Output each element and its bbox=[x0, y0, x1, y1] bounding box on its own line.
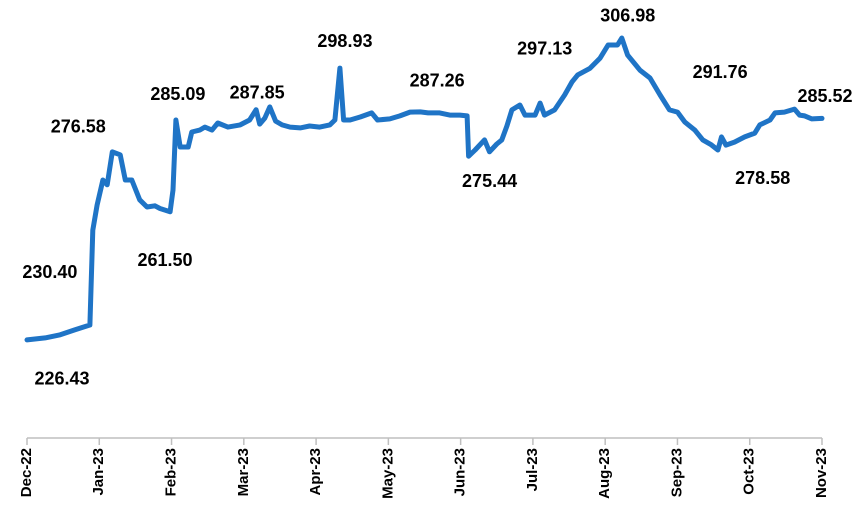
line bbox=[24, 35, 825, 343]
data-label: 297.13 bbox=[517, 39, 572, 59]
data-label: 226.43 bbox=[34, 369, 89, 389]
data-label: 275.44 bbox=[462, 171, 517, 191]
data-label: 278.58 bbox=[735, 168, 790, 188]
data-label: 298.93 bbox=[317, 31, 372, 51]
data-label: 261.50 bbox=[137, 250, 192, 270]
data-label: 230.40 bbox=[22, 262, 77, 282]
x-tick-label: Nov-23 bbox=[813, 448, 830, 498]
data-label: 287.26 bbox=[410, 71, 465, 91]
x-tick-label: May-23 bbox=[379, 448, 396, 499]
data-label: 306.98 bbox=[600, 6, 655, 26]
data-label: 276.58 bbox=[51, 117, 106, 137]
data-label: 285.52 bbox=[797, 86, 852, 106]
data-label: 287.85 bbox=[230, 82, 285, 102]
x-tick-label: Mar-23 bbox=[235, 448, 252, 496]
x-tick-label: Dec-22 bbox=[18, 448, 35, 497]
data-label: 291.76 bbox=[693, 62, 748, 82]
x-tick-label: Jun-23 bbox=[452, 448, 469, 496]
x-tick-label: Aug-23 bbox=[596, 448, 613, 499]
x-tick-label: Jul-23 bbox=[524, 448, 541, 491]
x-tick-label: Apr-23 bbox=[307, 448, 324, 496]
x-tick-label: Sep-23 bbox=[668, 448, 685, 497]
x-tick-label: Feb-23 bbox=[163, 448, 180, 496]
data-label: 285.09 bbox=[150, 84, 205, 104]
x-tick-label: Jan-23 bbox=[90, 448, 107, 496]
x-tick-label: Oct-23 bbox=[741, 448, 758, 495]
